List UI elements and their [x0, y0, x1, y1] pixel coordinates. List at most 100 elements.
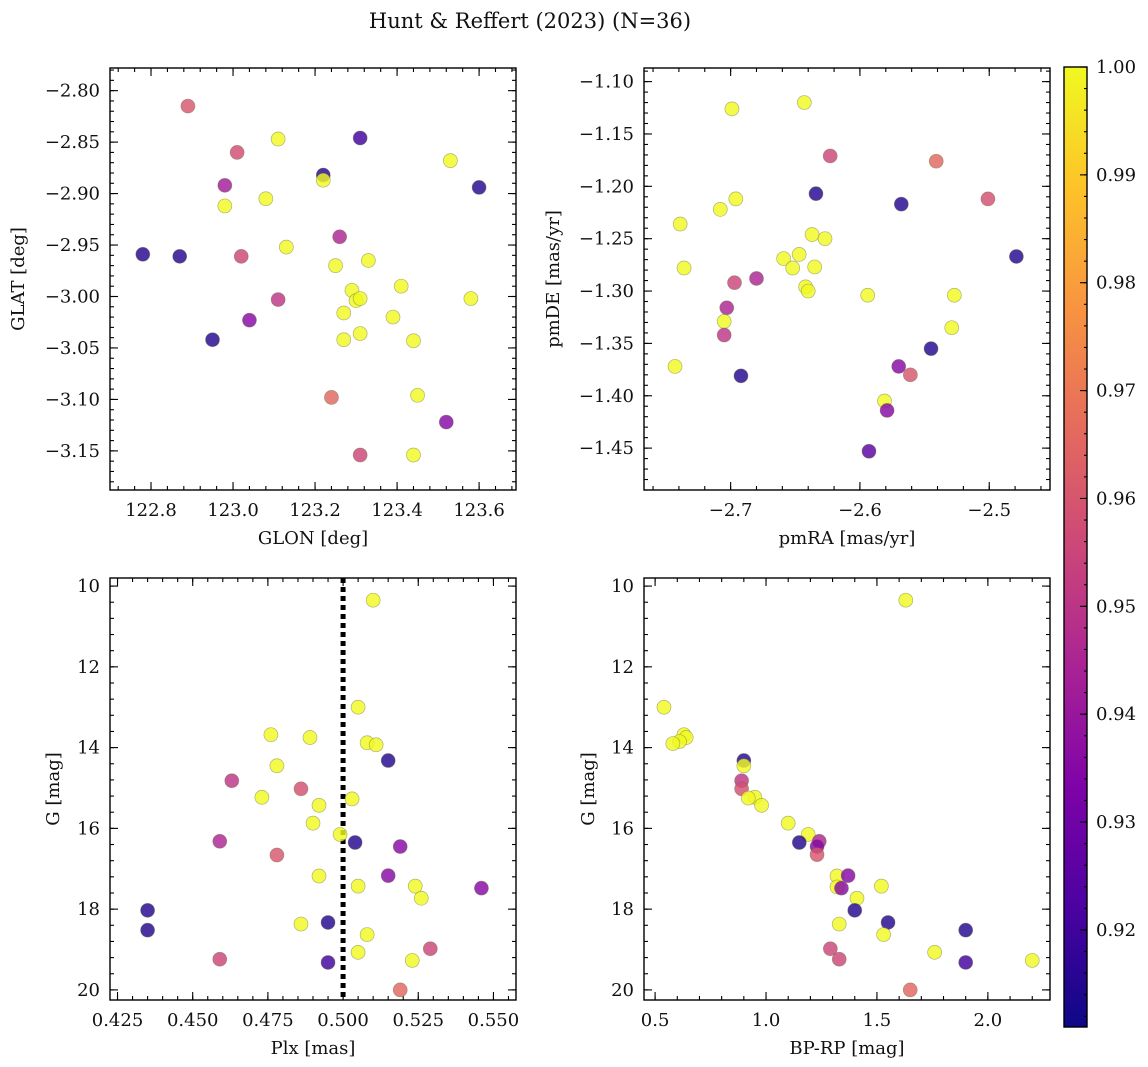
- data-point: [656, 699, 672, 715]
- data-point: [413, 890, 429, 906]
- data-point: [791, 247, 807, 262]
- data-point: [849, 890, 865, 906]
- x-axis-label: Plx [mas]: [271, 1038, 356, 1059]
- data-point: [347, 835, 363, 850]
- y-axis-label: G [mag]: [43, 752, 64, 825]
- data-point: [733, 368, 749, 384]
- data-point: [791, 835, 807, 850]
- x-tick-label: 123.4: [371, 500, 423, 521]
- y-tick-label: 20: [611, 980, 634, 1001]
- data-point: [365, 592, 381, 608]
- y-tick-label: −1.25: [579, 229, 634, 250]
- panel-4: 0.5 1.0 1.5 2.0 10 12 14 16 18 20 BP-RP [mag] G [ma…: [578, 576, 1051, 1059]
- data-point: [876, 927, 891, 942]
- data-point: [269, 758, 285, 774]
- data-point: [780, 815, 796, 831]
- data-point: [749, 271, 764, 286]
- data-point: [263, 727, 279, 743]
- data-point: [324, 390, 339, 405]
- data-point: [229, 145, 245, 160]
- y-tick-label: −1.10: [579, 72, 634, 93]
- data-point: [205, 332, 220, 348]
- data-point: [740, 790, 756, 806]
- data-point: [1009, 249, 1024, 264]
- data-point: [861, 443, 877, 459]
- data-point: [754, 798, 769, 813]
- data-point: [728, 191, 744, 207]
- data-point: [320, 955, 336, 970]
- colorbar-tick-label: 0.96: [1096, 488, 1136, 509]
- data-point: [140, 903, 155, 918]
- x-tick-label: 0.525: [392, 1010, 444, 1031]
- y-tick-label: −1.20: [579, 176, 634, 197]
- x-tick-label: 0.5: [641, 1010, 670, 1031]
- panel-3: 0.425 0.450 0.475 0.500 0.525 0.550 10 12 14 16 18…: [43, 576, 519, 1059]
- data-point: [328, 258, 343, 273]
- data-point: [879, 403, 895, 418]
- data-point: [180, 98, 196, 114]
- data-point: [352, 130, 368, 146]
- data-point: [822, 148, 838, 164]
- y-tick-label: 16: [611, 818, 634, 839]
- y-tick-label: −2.95: [45, 235, 100, 256]
- data-point: [923, 341, 939, 356]
- y-tick-label: 12: [611, 657, 634, 678]
- data-point: [958, 955, 974, 970]
- axes-frame: [643, 67, 1051, 491]
- data-point: [847, 903, 863, 918]
- colorbar-tick-label: 0.95: [1096, 596, 1136, 617]
- data-point: [893, 196, 909, 212]
- data-point: [808, 186, 824, 202]
- data-point: [361, 253, 376, 268]
- data-point: [336, 305, 352, 321]
- data-point: [407, 878, 423, 894]
- data-point: [874, 878, 889, 894]
- data-point: [254, 789, 270, 805]
- data-point: [332, 827, 348, 842]
- y-tick-label: 16: [77, 818, 100, 839]
- axes-frame: [643, 577, 1051, 1001]
- plot-area: 122.8 123.0 123.2 123.4 123.6 −2.80 −2.85 −2.90…: [8, 67, 1051, 1059]
- x-tick-label: 122.8: [125, 500, 177, 521]
- data-point: [305, 815, 321, 831]
- data-point: [212, 951, 228, 967]
- data-point: [278, 239, 294, 255]
- data-point: [712, 202, 728, 217]
- data-point: [804, 227, 820, 242]
- data-point: [809, 847, 825, 862]
- data-point: [293, 916, 309, 932]
- x-tick-label: 123.2: [289, 500, 341, 521]
- x-tick-label: 0.500: [317, 1010, 369, 1031]
- data-point: [350, 878, 366, 894]
- y-tick-label: −1.15: [579, 124, 634, 145]
- y-tick-label: −3.10: [45, 389, 100, 410]
- data-point: [980, 191, 996, 207]
- data-point: [217, 177, 233, 193]
- y-tick-label: −2.85: [45, 132, 100, 153]
- data-point: [393, 278, 409, 294]
- data-point: [258, 191, 274, 207]
- data-point: [392, 982, 408, 998]
- data-point: [359, 927, 375, 942]
- x-tick-label: 1.5: [863, 1010, 892, 1031]
- data-point: [716, 314, 732, 329]
- x-tick-label: 1.0: [752, 1010, 781, 1031]
- colorbar-tick-label: 0.98: [1096, 273, 1136, 294]
- data-point: [719, 300, 735, 316]
- data-point: [443, 153, 458, 168]
- data-point: [406, 447, 421, 463]
- y-tick-label: −1.40: [579, 386, 634, 407]
- data-point: [332, 229, 348, 245]
- axes-frame: [109, 577, 517, 1001]
- data-point: [242, 312, 257, 328]
- data-point: [665, 736, 681, 751]
- y-tick-label: −1.30: [579, 281, 634, 302]
- data-point: [471, 180, 487, 195]
- data-point: [817, 231, 833, 247]
- y-tick-label: 10: [611, 576, 634, 597]
- data-point: [831, 951, 847, 967]
- data-point: [336, 332, 352, 348]
- data-point: [438, 414, 454, 430]
- data-point: [140, 922, 155, 938]
